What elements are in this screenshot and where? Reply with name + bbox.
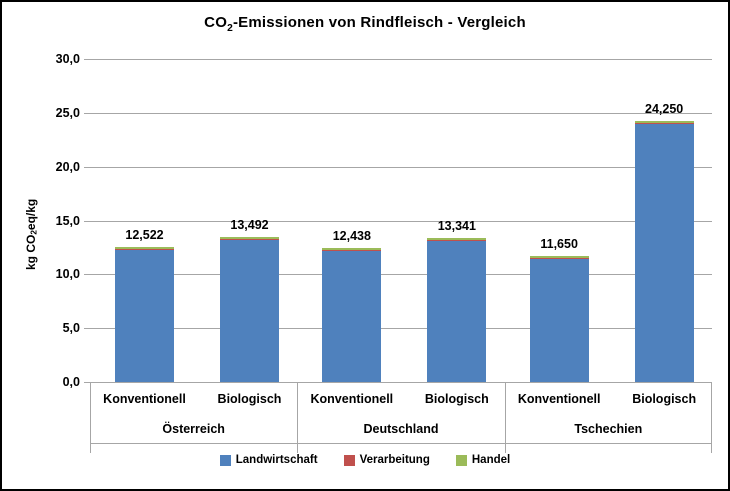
chart-title-prefix: CO — [204, 14, 228, 31]
bar-segment-handel — [634, 121, 694, 123]
bar-segment-handel — [115, 247, 174, 249]
gridline — [90, 59, 712, 60]
y-axis-tick — [84, 274, 90, 276]
y-axis-tick — [84, 382, 90, 383]
legend-item-verarbeitung: Verarbeitung — [343, 454, 430, 466]
y-tick-label: 15,0 — [55, 213, 80, 228]
legend-swatch-icon — [219, 454, 231, 466]
bar-segment-handel — [322, 248, 382, 250]
legend-swatch-icon — [455, 454, 467, 466]
y-tick-label: 30,0 — [55, 52, 80, 66]
category-label: Biologisch — [217, 392, 282, 406]
legend-item-landwirtschaft: Landwirtschaft — [219, 454, 318, 466]
bar-segment-verarbeitung — [220, 239, 279, 240]
chart-title-rest: -Emissionen von Rindfleisch - Vergleich — [232, 14, 526, 31]
gridline — [90, 220, 712, 222]
legend: Landwirtschaft Verarbeitung Handel — [2, 454, 728, 466]
y-tick-label: 25,0 — [55, 105, 80, 120]
bar-total-label: 13,492 — [230, 218, 269, 232]
y-axis-tick — [84, 112, 90, 114]
bar-segment-handel — [529, 256, 589, 258]
y-tick-label: 10,0 — [55, 267, 80, 282]
bar-segment-verarbeitung — [634, 123, 694, 124]
category-axis-stub — [90, 444, 91, 453]
category-label: Konventionell — [310, 392, 394, 406]
chart-title: CO2-Emissionen von Rindfleisch - Verglei… — [2, 14, 728, 34]
bar-total-label: 12,438 — [332, 229, 371, 243]
bar-segment-verarbeitung — [427, 240, 487, 241]
legend-label: Verarbeitung — [359, 454, 430, 466]
category-label: Konventionell — [103, 392, 186, 406]
y-axis-tick — [84, 59, 90, 60]
bar-segment-verarbeitung — [529, 258, 589, 259]
chart-title-subscript: 2 — [227, 23, 233, 34]
country-label: Österreich — [162, 422, 225, 436]
category-axis-stub — [711, 444, 712, 453]
bar-segment-verarbeitung — [115, 249, 174, 250]
bar-segment-handel — [427, 238, 487, 240]
category-label: Biologisch — [632, 392, 697, 406]
bar-segment-handel — [220, 237, 279, 239]
bar-total-label: 11,650 — [540, 237, 578, 251]
bar-segment-landwirtschaft — [427, 241, 487, 382]
bar-segment-landwirtschaft — [634, 124, 694, 382]
country-label: Deutschland — [363, 422, 439, 436]
y-axis-tick — [84, 220, 90, 222]
category-axis-box — [90, 382, 712, 444]
legend-label: Landwirtschaft — [235, 454, 318, 466]
bar-segment-landwirtschaft — [220, 240, 279, 382]
category-group-divider — [504, 382, 506, 444]
bar-segment-landwirtschaft — [115, 250, 174, 382]
category-label: Biologisch — [424, 392, 489, 406]
bar-segment-landwirtschaft — [529, 259, 589, 382]
category-axis-stub — [504, 444, 506, 453]
bar-segment-landwirtschaft — [322, 251, 382, 382]
legend-item-handel: Handel — [455, 454, 511, 466]
category-group-divider — [297, 382, 299, 444]
category-axis-stub — [297, 444, 299, 453]
category-label: Konventionell — [517, 392, 601, 406]
y-tick-label: 0,0 — [62, 375, 80, 389]
y-tick-label: 5,0 — [62, 321, 80, 336]
gridline — [90, 328, 712, 330]
bar-total-label: 13,341 — [437, 219, 476, 233]
y-axis-title-subscript: 2 — [29, 229, 39, 235]
bar-total-label: 12,522 — [125, 228, 164, 242]
y-axis-tick — [84, 328, 90, 330]
legend-label: Handel — [471, 454, 511, 466]
bar-total-label: 24,250 — [645, 102, 684, 116]
y-tick-label: 20,0 — [55, 159, 80, 174]
gridline — [90, 274, 712, 276]
bar-segment-verarbeitung — [322, 250, 382, 251]
gridline — [90, 112, 712, 114]
country-label: Tschechien — [574, 422, 643, 436]
y-axis-tick — [84, 166, 90, 168]
gridline — [90, 166, 712, 168]
y-axis-title-prefix: kg CO — [24, 234, 38, 270]
legend-swatch-icon — [343, 454, 355, 466]
